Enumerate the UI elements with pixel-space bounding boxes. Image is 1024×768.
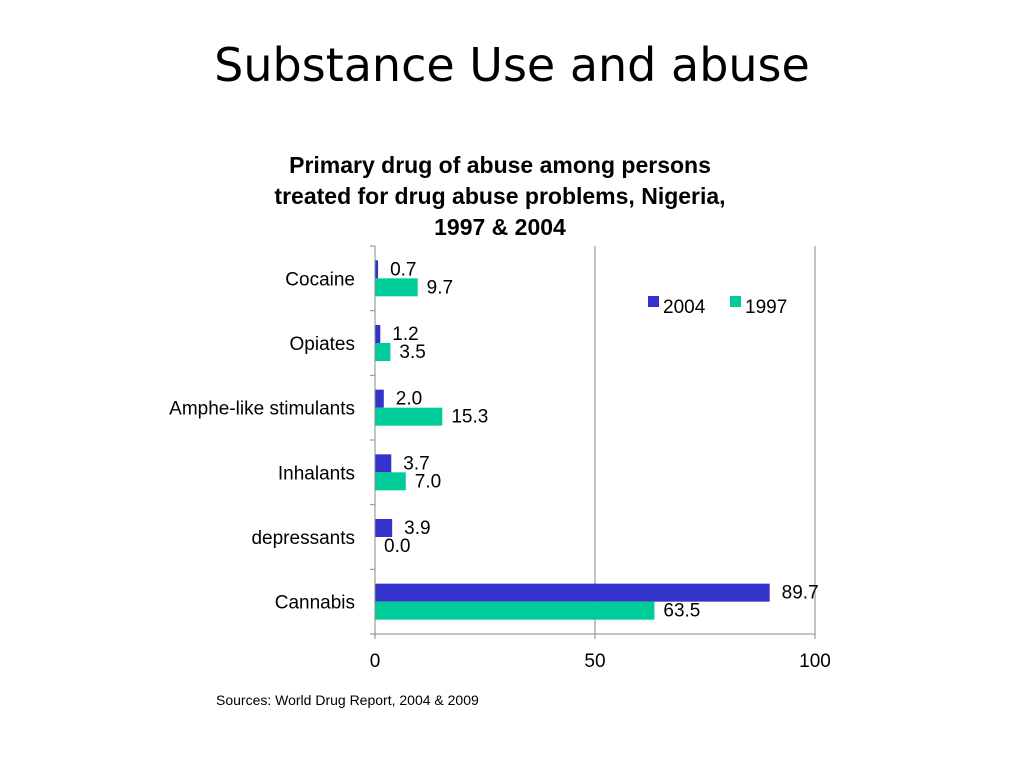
data-label-1997: 15.3 (451, 407, 488, 428)
data-label-2004: 2.0 (396, 389, 422, 410)
legend-swatch-2004 (648, 296, 659, 307)
data-label-2004: 89.7 (782, 583, 819, 604)
category-label: depressants (251, 528, 355, 549)
category-label: Inhalants (278, 463, 355, 484)
data-label-1997: 7.0 (415, 471, 441, 492)
source-note: Sources: World Drug Report, 2004 & 2009 (216, 692, 479, 708)
bar-1997 (375, 601, 655, 620)
chart-title: Primary drug of abuse among persons trea… (200, 150, 800, 243)
data-label-1997: 3.5 (399, 342, 425, 363)
data-label-2004: 0.7 (390, 259, 416, 280)
data-label-2004: 1.2 (392, 324, 418, 345)
chart-title-line-2: treated for drug abuse problems, Nigeria… (274, 183, 726, 209)
data-label-1997: 0.0 (384, 536, 410, 557)
legend-label-2004: 2004 (663, 297, 706, 318)
bar-1997 (375, 407, 443, 426)
bar-2004 (375, 583, 770, 602)
x-tick-label: 50 (584, 651, 605, 672)
bar-1997 (375, 343, 391, 361)
bar-2004 (375, 325, 381, 343)
category-label: Opiates (290, 334, 355, 355)
x-tick-label: 0 (370, 651, 381, 672)
slide-title: Substance Use and abuse (214, 38, 810, 92)
legend-label-1997: 1997 (745, 297, 787, 318)
category-label: Amphe-like stimulants (169, 399, 355, 420)
data-label-1997: 9.7 (427, 277, 453, 298)
category-label: Cannabis (275, 593, 355, 614)
chart-title-line-3: 1997 & 2004 (434, 214, 566, 240)
data-label-1997: 63.5 (663, 601, 700, 622)
bar-1997 (375, 472, 406, 491)
data-label-2004: 3.7 (403, 453, 429, 474)
legend-swatch-1997 (730, 296, 741, 307)
bar-2004 (375, 389, 384, 408)
data-label-2004: 3.9 (404, 518, 430, 539)
chart-title-line-1: Primary drug of abuse among persons (289, 152, 711, 178)
bar-1997 (375, 278, 418, 297)
bar-2004 (375, 454, 392, 473)
bar-2004 (375, 260, 379, 279)
category-label: Cocaine (285, 269, 355, 290)
bar-2004 (375, 519, 393, 537)
x-tick-label: 100 (799, 651, 831, 672)
